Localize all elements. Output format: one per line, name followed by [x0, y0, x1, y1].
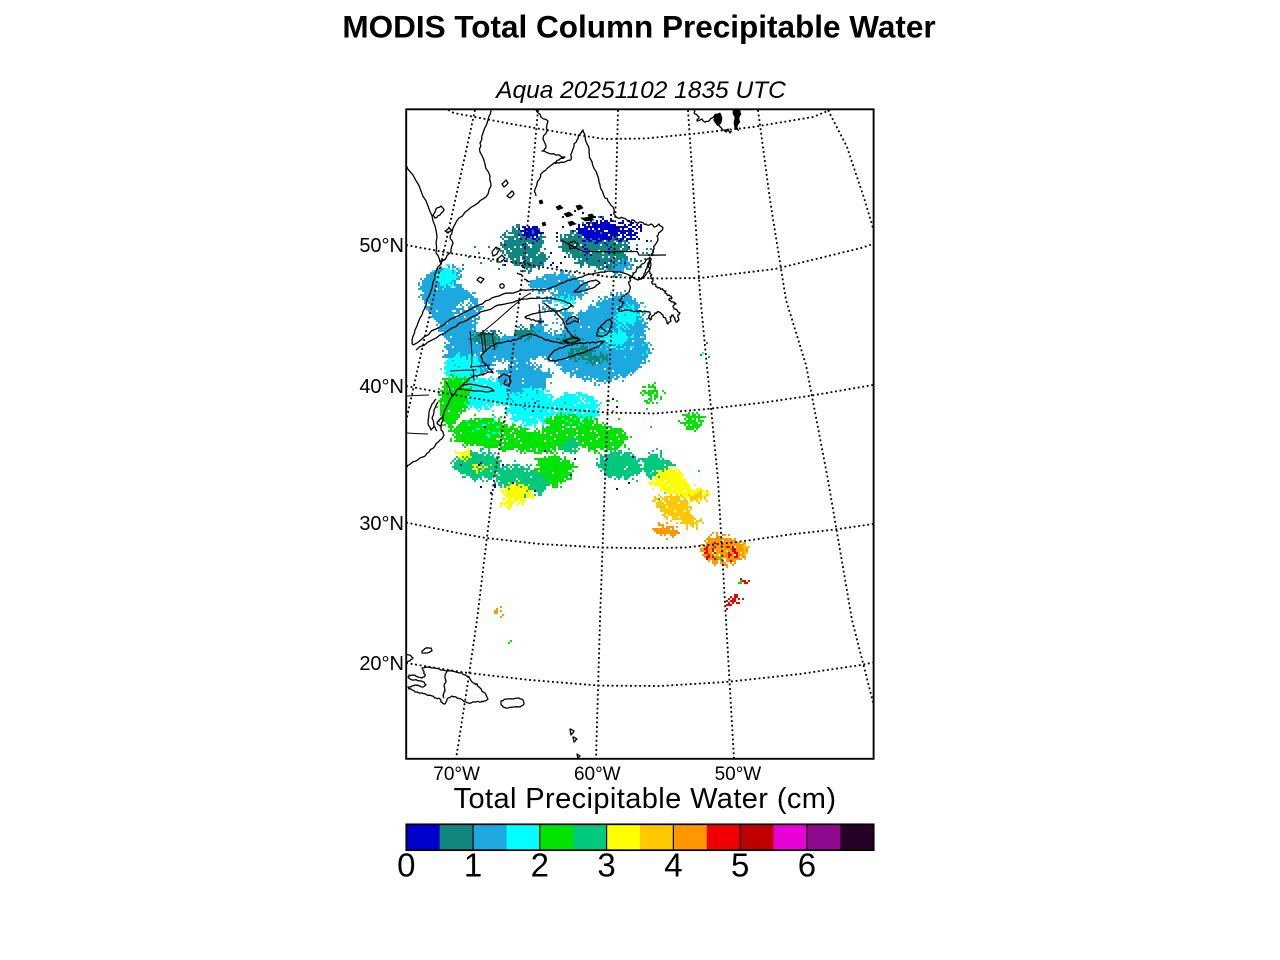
- svg-text:50°N: 50°N: [359, 235, 404, 257]
- svg-text:30°N: 30°N: [359, 513, 404, 535]
- svg-text:Total Precipitable Water (cm): Total Precipitable Water (cm): [454, 783, 837, 815]
- svg-text:Aqua 20251102 1835 UTC: Aqua 20251102 1835 UTC: [494, 77, 786, 104]
- svg-text:6: 6: [798, 847, 816, 884]
- svg-text:0: 0: [397, 847, 415, 884]
- svg-text:50°W: 50°W: [715, 764, 762, 785]
- svg-text:MODIS Total Column Precipitabl: MODIS Total Column Precipitable Water: [342, 9, 935, 45]
- svg-text:5: 5: [731, 847, 749, 884]
- svg-text:60°W: 60°W: [574, 764, 621, 785]
- svg-text:4: 4: [664, 847, 682, 884]
- svg-text:20°N: 20°N: [359, 653, 404, 675]
- svg-text:40°N: 40°N: [359, 376, 404, 398]
- svg-text:2: 2: [531, 847, 549, 884]
- svg-text:3: 3: [597, 847, 615, 884]
- svg-text:70°W: 70°W: [433, 764, 480, 785]
- svg-text:1: 1: [464, 847, 482, 884]
